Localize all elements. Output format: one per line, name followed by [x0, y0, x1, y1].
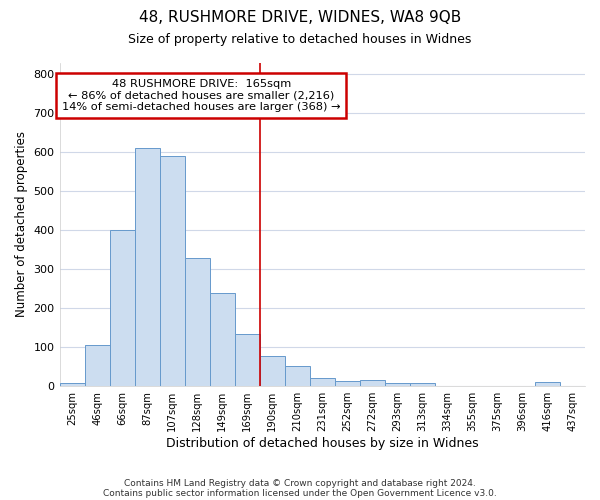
X-axis label: Distribution of detached houses by size in Widnes: Distribution of detached houses by size …	[166, 437, 479, 450]
Text: 48 RUSHMORE DRIVE:  165sqm
← 86% of detached houses are smaller (2,216)
14% of s: 48 RUSHMORE DRIVE: 165sqm ← 86% of detac…	[62, 78, 341, 112]
Bar	[260, 356, 285, 386]
Bar	[235, 334, 260, 386]
Text: Size of property relative to detached houses in Widnes: Size of property relative to detached ho…	[128, 32, 472, 46]
Bar	[85, 346, 110, 386]
Bar	[110, 230, 134, 386]
Bar	[160, 156, 185, 386]
Text: Contains public sector information licensed under the Open Government Licence v3: Contains public sector information licen…	[103, 488, 497, 498]
Y-axis label: Number of detached properties: Number of detached properties	[15, 132, 28, 318]
Text: 48, RUSHMORE DRIVE, WIDNES, WA8 9QB: 48, RUSHMORE DRIVE, WIDNES, WA8 9QB	[139, 10, 461, 25]
Bar	[335, 380, 360, 386]
Bar	[385, 383, 410, 386]
Bar	[310, 378, 335, 386]
Bar	[134, 148, 160, 386]
Text: Contains HM Land Registry data © Crown copyright and database right 2024.: Contains HM Land Registry data © Crown c…	[124, 478, 476, 488]
Bar	[535, 382, 560, 386]
Bar	[209, 294, 235, 386]
Bar	[185, 258, 209, 386]
Bar	[59, 383, 85, 386]
Bar	[285, 366, 310, 386]
Bar	[360, 380, 385, 386]
Bar	[410, 384, 435, 386]
